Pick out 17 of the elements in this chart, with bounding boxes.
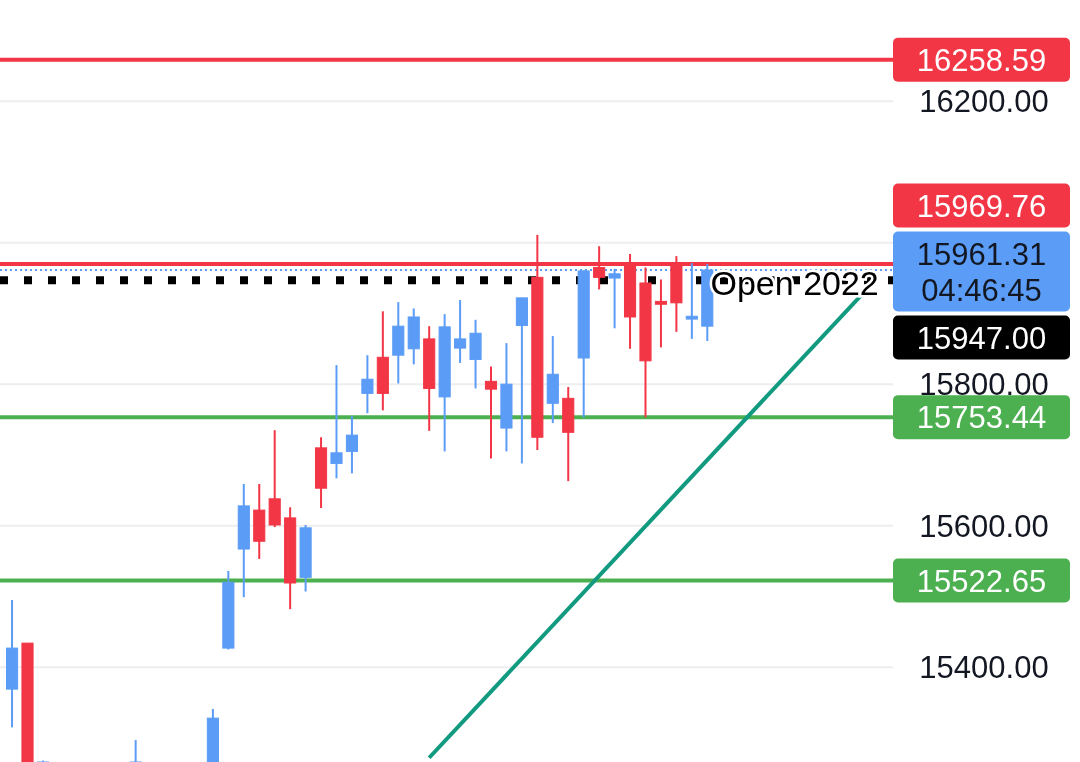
candlestick [454,298,467,364]
candlestick [345,415,359,475]
ref-line-label: 15969.76 [916,188,1047,224]
ref-line-label: 15753.44 [916,400,1047,436]
candlestick [654,278,668,349]
candlestick [129,739,142,762]
candlestick [330,364,343,480]
ref-line-label: 15522.65 [916,563,1047,599]
y-tick-label: 15800.00 [919,367,1049,403]
y-tick-label: 15400.00 [919,650,1049,686]
ref-line-label: 15961.31 04:46:45 [916,236,1047,308]
y-tick-label: 15600.00 [919,508,1049,544]
candlestick [484,365,498,460]
ref-line-label: 15947.00 [916,320,1047,356]
y-tick-label: 16200.00 [919,84,1049,120]
ref-line-label: 16258.59 [916,42,1047,78]
candlestick [361,354,374,415]
